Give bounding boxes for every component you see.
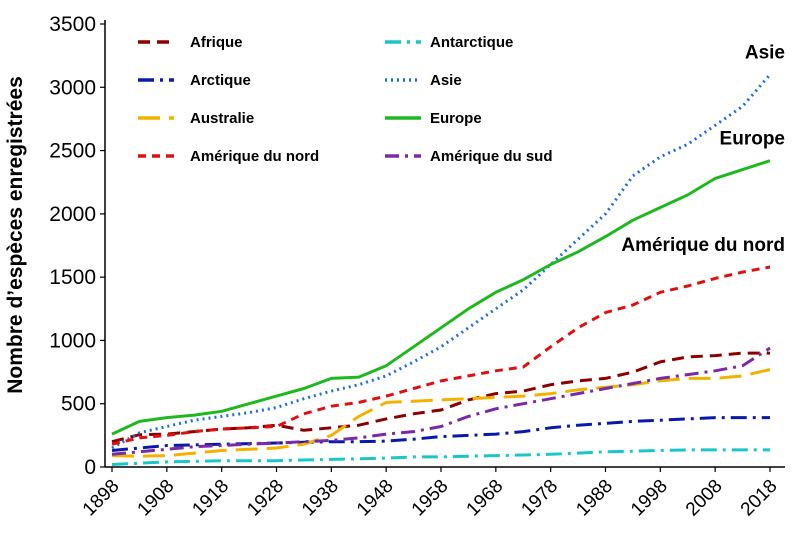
axes [104,20,785,468]
legend-label: Arctique [190,72,251,89]
y-tick-label: 1000 [49,329,96,352]
x-tick-label: 1958 [408,476,453,521]
y-tick-label: 2000 [49,203,96,226]
y-tick-label: 500 [61,393,96,416]
series-lines [111,73,772,466]
x-tick-label: 1918 [188,476,233,521]
x-tick-label: 2008 [682,476,727,521]
y-tick-label: 1500 [49,266,96,289]
x-tick-label: 1978 [517,476,562,521]
x-tick-label: 2018 [737,476,782,521]
x-tick-label: 1968 [463,476,508,521]
y-axis-ticks: 0 500 1000 1500 2000 2500 3000 3500 [49,13,105,479]
y-axis-title: Nombre d’espèces enregistrées [4,76,27,393]
x-tick-label: 1988 [572,476,617,521]
y-tick-label: 3000 [49,76,96,99]
x-tick-label: 1908 [134,476,179,521]
legend-label: Australie [190,110,254,127]
legend: Afrique Antarctique Arctique Asie Australie E… [138,34,553,165]
x-tick-label: 1938 [298,476,343,521]
series-line [111,416,770,452]
legend-label: Asie [430,72,462,89]
x-tick-label: 1948 [353,476,398,521]
x-tick-label: 1998 [627,476,672,521]
legend-label: Amérique du nord [190,148,319,165]
legend-label: Amérique du sud [430,148,553,165]
y-tick-label: 2500 [49,140,96,163]
series-line [111,351,770,444]
x-tick-label: 1928 [243,476,288,521]
series-line [111,346,771,456]
line-annotations: Asie Europe Amérique du nord [621,43,785,256]
series-line [111,265,771,446]
x-tick-label: 1898 [79,476,124,521]
y-tick-label: 3500 [49,13,96,36]
legend-label: Europe [430,110,482,127]
legend-label: Antarctique [430,34,513,51]
y-tick-label: 0 [84,456,96,479]
series-line [111,159,771,436]
legend-label: Afrique [190,34,243,51]
x-axis-ticks: 1898 1908 1918 1928 1938 1948 1958 1968 1978 1988… [79,467,782,520]
series-annotation: Europe [720,129,785,150]
series-line [111,368,771,458]
series-line [111,73,772,450]
series-annotation: Amérique du nord [621,235,785,256]
series-annotation: Asie [745,43,785,64]
